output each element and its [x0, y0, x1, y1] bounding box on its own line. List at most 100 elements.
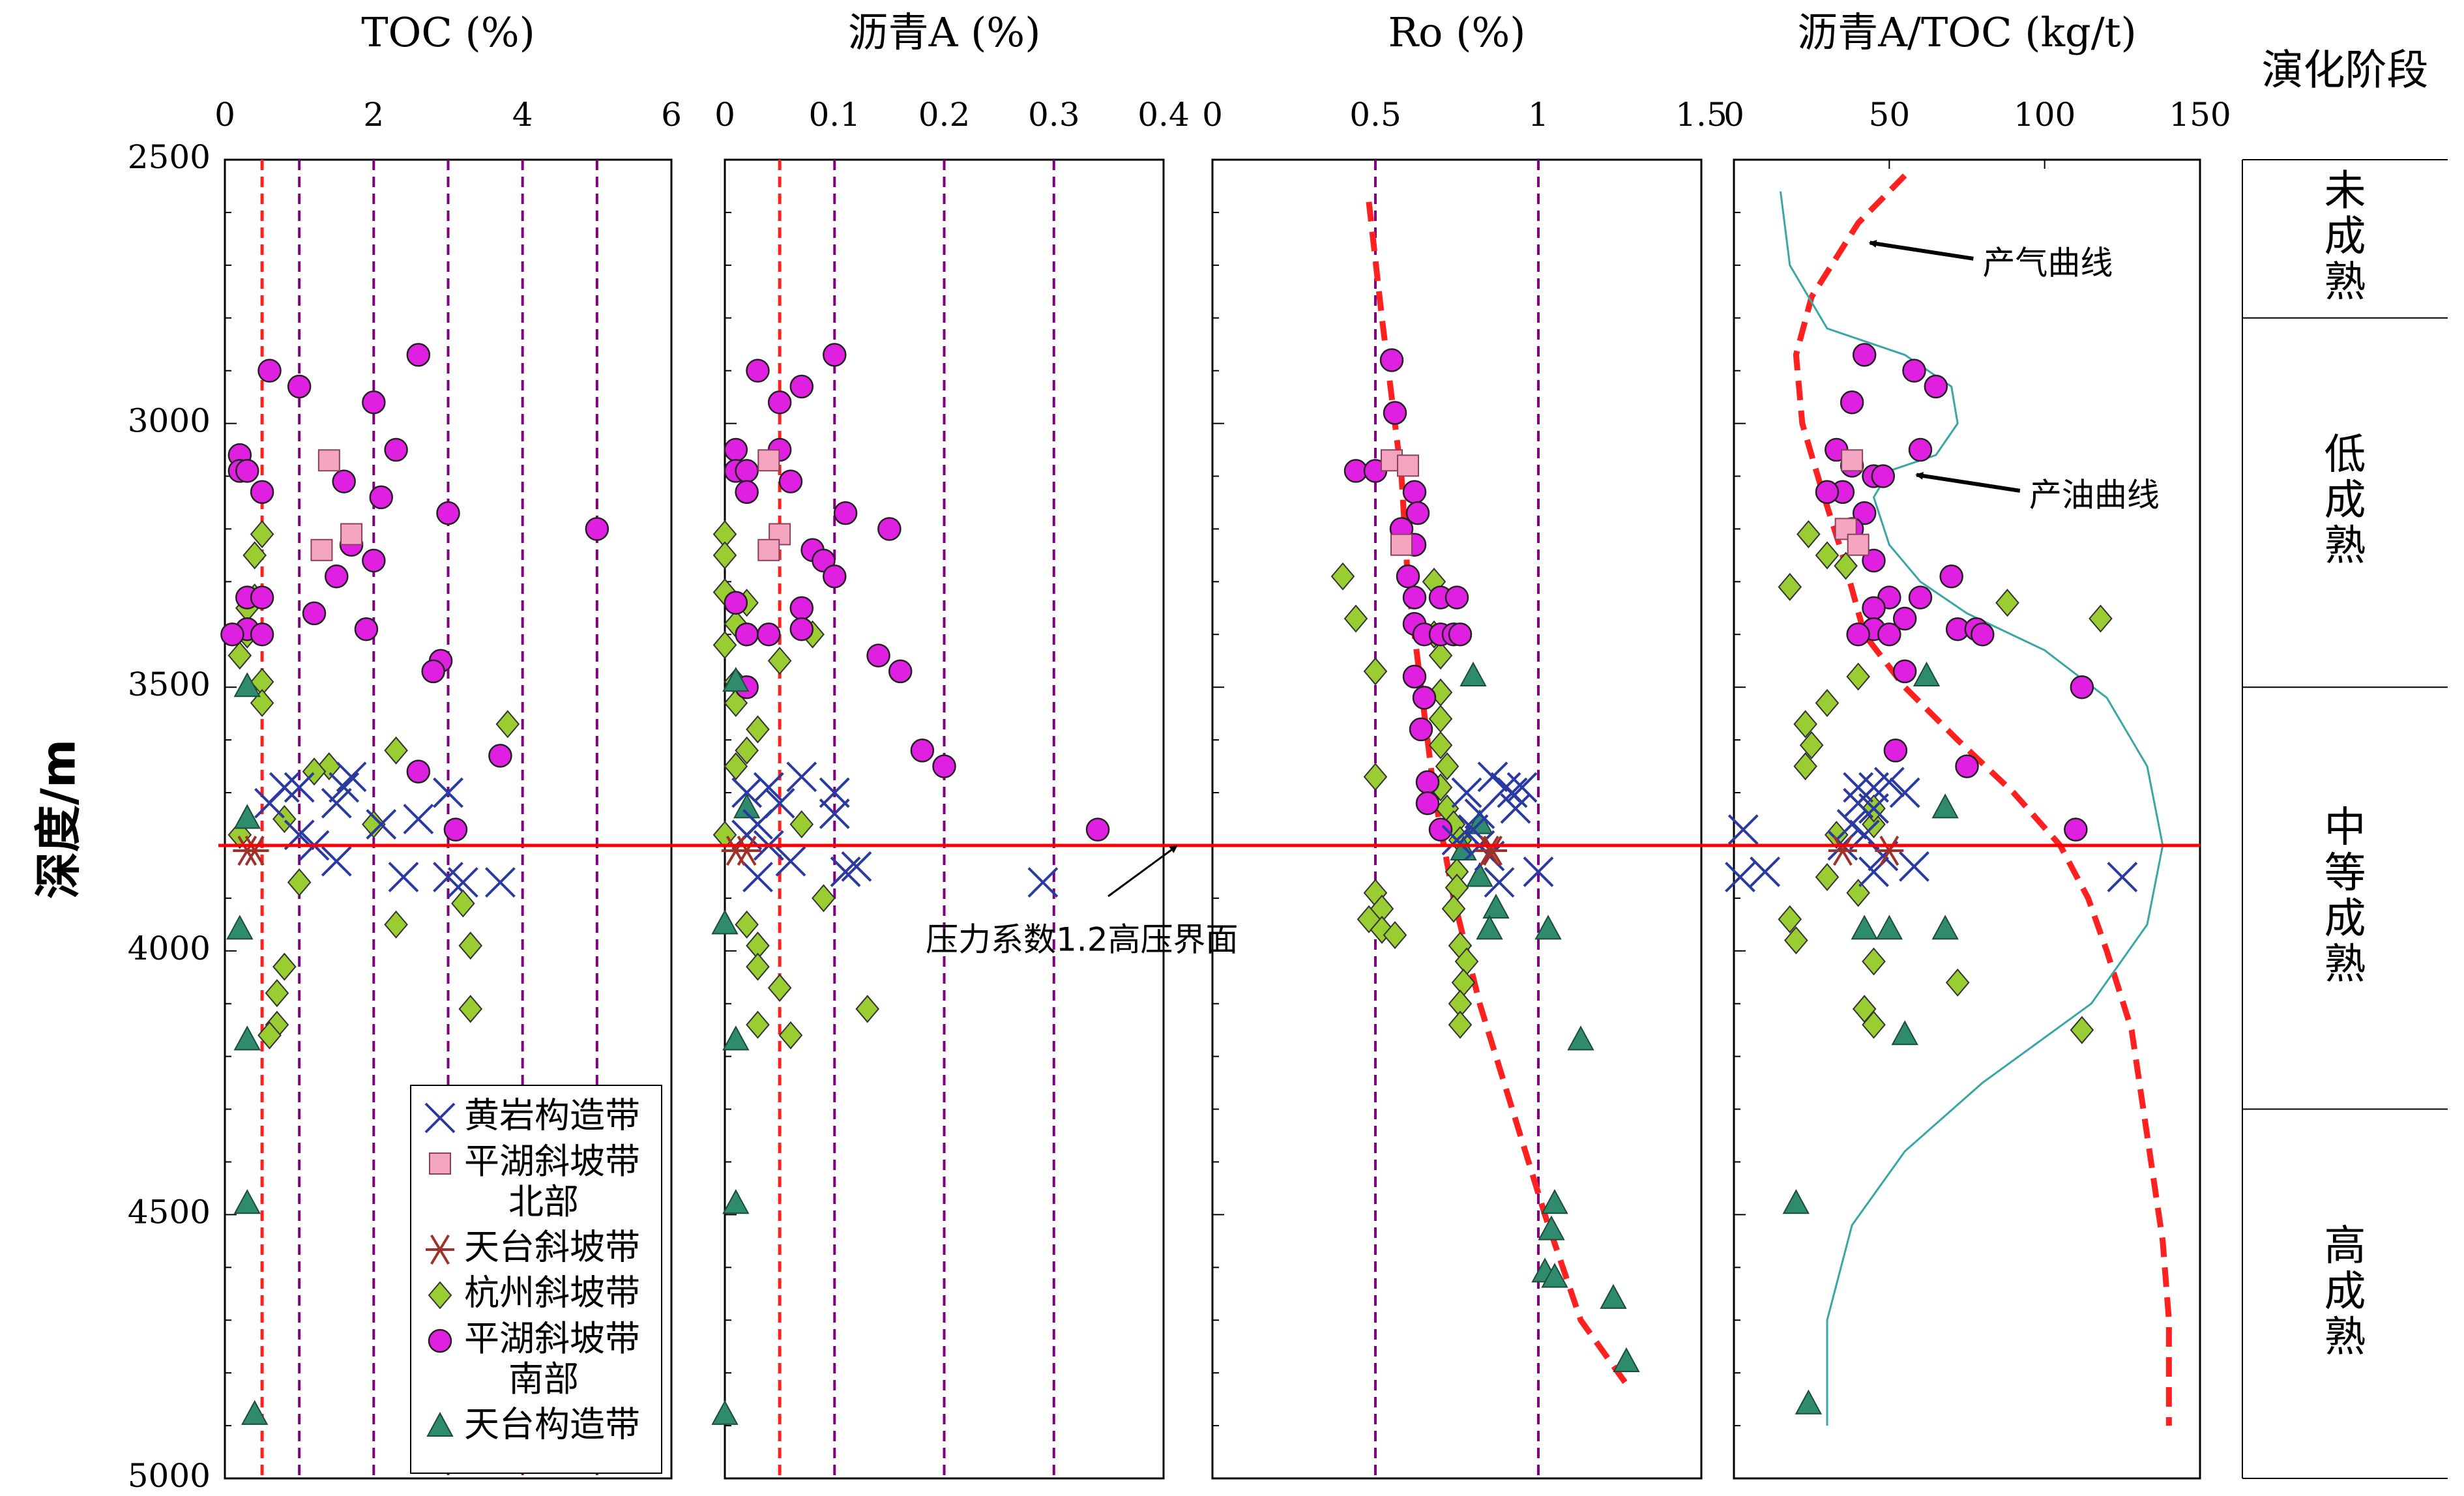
data-point-tiantai_g [233, 1025, 261, 1051]
data-point-hangzhou [1448, 1010, 1473, 1039]
y-tick-label: 4500 [128, 1193, 211, 1231]
data-point-huangyan [841, 851, 872, 882]
data-point-pinghu_s [1924, 374, 1948, 399]
legend-label-tiantai_s: 天台斜坡带 [464, 1227, 640, 1268]
data-point-hangzhou [746, 952, 770, 981]
x-tick-label: 4 [512, 96, 533, 134]
data-point-huangyan [447, 867, 478, 898]
stage-label-char: 成 [2325, 1267, 2366, 1315]
legend-label-tiantai_g: 天台构造带 [464, 1404, 640, 1445]
panel-title-toc: TOC (%) [361, 8, 535, 56]
panel-frame-ro [1211, 158, 1703, 1480]
data-point-pinghu_s [2064, 817, 2088, 842]
data-point-pinghu_s [1415, 791, 1440, 815]
data-point-pinghu_s [932, 754, 956, 778]
data-point-hangzhou [1428, 641, 1453, 670]
data-point-hangzhou [384, 910, 408, 939]
curve-oil [1780, 191, 2164, 1426]
data-point-tiantai_g [711, 1400, 739, 1425]
data-point-pinghu_s [1939, 565, 1963, 589]
data-point-hangzhou [1862, 947, 1886, 976]
data-point-pinghu_s [443, 817, 468, 842]
stage-label: 高成熟 [2325, 1222, 2366, 1361]
data-point-hangzhou [1383, 920, 1407, 950]
data-point-pinghu_s [789, 596, 814, 621]
data-point-hangzhou [1793, 710, 1817, 739]
data-point-pinghu_s [1379, 348, 1404, 372]
data-point-pinghu_s [910, 739, 935, 763]
stage-label-char: 高 [2325, 1222, 2366, 1270]
annotation-label: 产油曲线 [2029, 476, 2160, 514]
x-tick-label: 0 [714, 96, 735, 134]
data-point-tiantai_g [1613, 1347, 1640, 1372]
data-point-huangyan [284, 772, 315, 803]
stage-column-title: 演化阶段 [2262, 47, 2429, 95]
data-point-pinghu_s [1852, 501, 1877, 525]
data-point-pinghu_s [302, 601, 327, 626]
y-axis-label: 深度/m [31, 739, 86, 899]
stage-label-char: 成 [2325, 477, 2366, 525]
stage-label-char: 熟 [2325, 940, 2366, 988]
data-point-tiantai_g [1875, 915, 1903, 940]
data-point-hangzhou [1784, 926, 1808, 955]
data-point-hangzhou [495, 710, 520, 739]
data-point-pinghu_s [833, 501, 858, 525]
x-tick-label: 6 [661, 96, 682, 134]
y-tick-label: 3500 [128, 666, 211, 703]
legend-marker-tiantai_s [426, 1234, 454, 1265]
data-point-tiantai_s [1875, 836, 1904, 866]
data-point-pinghu_s [1902, 359, 1926, 383]
panel-ratio [1725, 173, 2172, 1426]
stage-label-char: 熟 [2325, 258, 2366, 306]
x-tick-label: 0 [1202, 96, 1223, 134]
data-point-pinghu_s [362, 390, 386, 415]
data-point-huangyan [830, 857, 861, 887]
data-point-pinghu_s [735, 480, 759, 505]
data-point-hangzhou [1445, 873, 1469, 902]
data-point-hangzhou [1428, 731, 1453, 759]
data-point-pinghu_s [823, 343, 847, 367]
data-point-hangzhou [272, 952, 297, 981]
data-point-hangzhou [1834, 551, 1858, 580]
data-point-tiantai_g [1541, 1263, 1568, 1288]
stage-label-char: 成 [2325, 894, 2366, 943]
data-point-pinghu_s [735, 459, 759, 483]
data-point-pinghu_n [757, 538, 780, 561]
data-point-hangzhou [1846, 879, 1870, 907]
legend-marker-pinghu_n [429, 1152, 451, 1175]
data-point-pinghu_s [1883, 739, 1908, 763]
data-point-hangzhou [1441, 894, 1466, 923]
data-point-hangzhou [362, 810, 386, 839]
data-point-pinghu_s [1908, 585, 1933, 609]
data-point-huangyan [403, 804, 434, 834]
data-point-hangzhou [2070, 1016, 2094, 1044]
stage-label: 低成熟 [2325, 431, 2366, 570]
data-point-hangzhou [1435, 752, 1459, 781]
data-point-hangzhou [384, 736, 408, 765]
data-point-pinghu_n [317, 449, 340, 472]
x-tick-label: 0 [214, 96, 235, 134]
data-point-tiantai_g [1851, 915, 1878, 940]
stage-label-char: 成 [2325, 213, 2366, 261]
data-point-hangzhou [1995, 589, 2019, 617]
data-point-tiantai_g [722, 1025, 750, 1051]
data-point-hangzhou [1945, 968, 1970, 997]
x-tick-label: 1.5 [1675, 96, 1727, 134]
y-tick-label: 2500 [128, 138, 211, 176]
data-point-tiantai_g [1459, 661, 1487, 687]
data-point-pinghu_s [1892, 659, 1917, 684]
legend-label-line: 平湖斜坡带 [464, 1318, 640, 1359]
data-point-pinghu_n [1847, 533, 1870, 556]
annotation-arrow [1915, 472, 2021, 493]
x-tick-label: 0.1 [808, 96, 860, 134]
data-point-hangzhou [257, 1021, 282, 1049]
data-point-huangyan [336, 761, 367, 793]
data-point-pinghu_s [250, 480, 274, 505]
data-point-pinghu_s [1409, 717, 1433, 742]
stage-label: 中等成熟 [2325, 803, 2366, 988]
data-point-pinghu_s [735, 623, 759, 647]
data-point-hangzhou [265, 978, 289, 1008]
data-point-pinghu_s [789, 617, 814, 641]
data-point-pinghu_s [1840, 390, 1864, 415]
data-point-hangzhou [287, 868, 312, 897]
